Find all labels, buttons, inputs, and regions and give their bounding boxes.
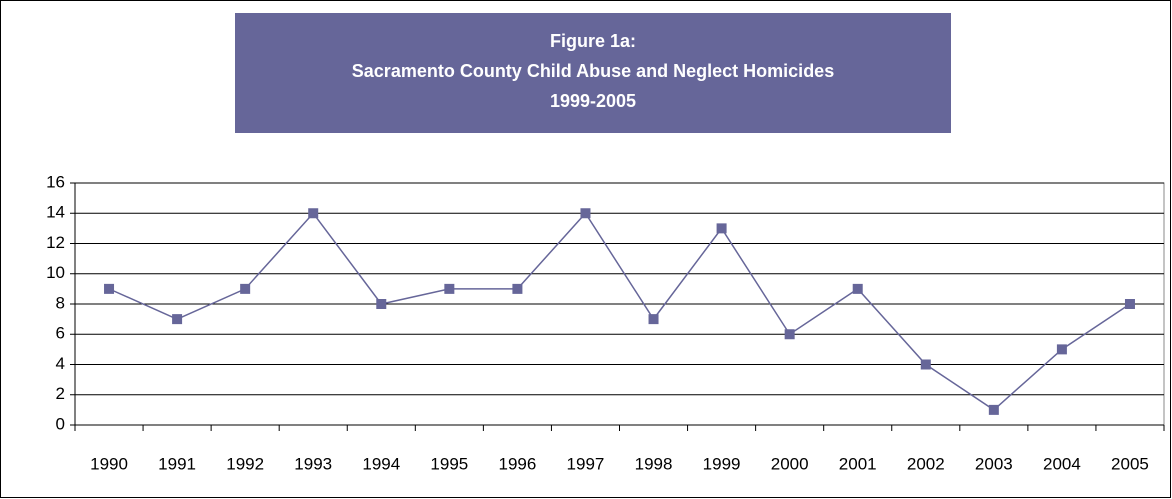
point (240, 283, 251, 294)
x-tick-label: 2001 (839, 454, 877, 473)
x-tick-label: 1991 (158, 454, 196, 473)
x-tick-label: 1997 (567, 454, 605, 473)
point (716, 223, 727, 234)
series-line (108, 212, 1131, 411)
y-tick-label: 4 (56, 354, 65, 373)
title-box (235, 13, 951, 133)
point (852, 283, 863, 294)
point (988, 404, 999, 415)
x-tick-label: 2000 (771, 454, 809, 473)
x-tick-label: 1995 (430, 454, 468, 473)
point (104, 283, 115, 294)
x-tick-label: 1992 (226, 454, 264, 473)
point (376, 299, 387, 309)
x-tick-label: 1996 (498, 454, 536, 473)
y-tick-label: 6 (56, 324, 65, 343)
y-tick-label: 16 (46, 172, 65, 191)
y-tick-label: 2 (56, 384, 65, 403)
point (580, 208, 591, 219)
y-tick-label: 14 (46, 203, 65, 222)
x-tick-label: 2005 (1111, 454, 1149, 473)
point (1056, 344, 1067, 355)
point (648, 314, 659, 325)
x-tick-label: 2002 (907, 454, 945, 473)
y-tick-label: 10 (46, 263, 65, 282)
x-tick-label: 1994 (362, 454, 400, 473)
y-tick-label: 0 (56, 414, 65, 433)
point (1124, 299, 1135, 309)
point (784, 329, 795, 340)
point (172, 314, 183, 325)
x-tick-label: 2003 (975, 454, 1013, 473)
point (444, 283, 455, 294)
y-tick-label: 8 (56, 293, 65, 312)
chart-title: Sacramento County Child Abuse and Neglec… (352, 61, 834, 81)
x-tick-label: 2004 (1043, 454, 1081, 473)
y-tick-label: 12 (46, 233, 65, 252)
point (308, 208, 319, 219)
point (512, 283, 523, 294)
x-tick-label: 1990 (90, 454, 128, 473)
point (920, 359, 931, 370)
x-tick-label: 1998 (635, 454, 673, 473)
x-tick-label: 1999 (703, 454, 741, 473)
x-tick-label: 1993 (294, 454, 332, 473)
chart-title: Figure 1a: (550, 31, 636, 51)
chart-title: 1999-2005 (550, 91, 636, 111)
